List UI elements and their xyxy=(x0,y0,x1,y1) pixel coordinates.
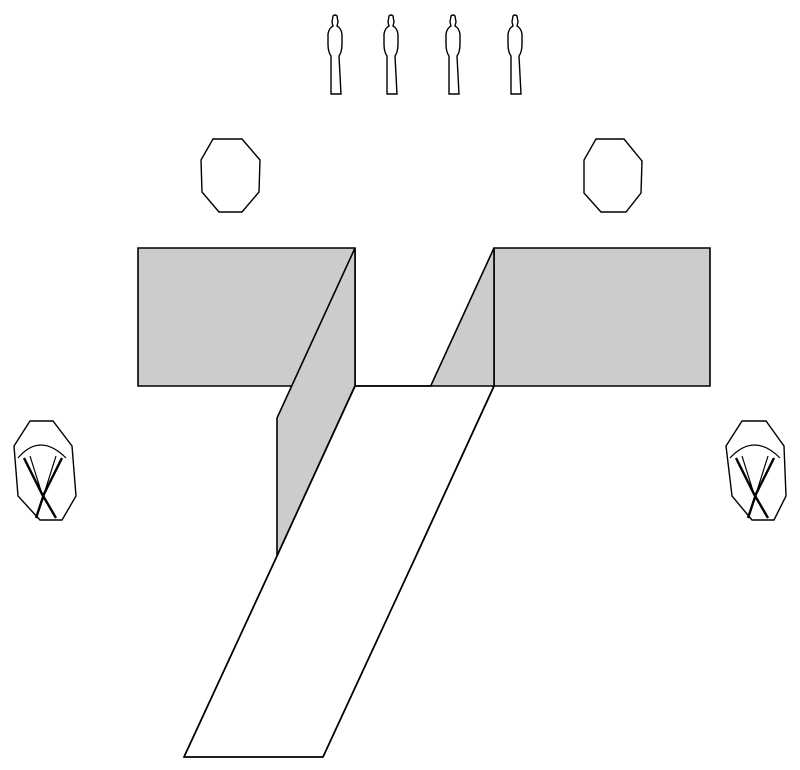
left-wall xyxy=(137,247,356,557)
standing-figure-1 xyxy=(327,14,343,95)
side-reflector-right xyxy=(725,420,787,521)
side-reflector-left xyxy=(13,420,77,521)
right-front-panel xyxy=(493,247,711,387)
reflector-left-cross-c xyxy=(29,455,57,495)
reflector-left-inner-arc xyxy=(17,444,67,459)
floor-strip-fill xyxy=(186,387,492,756)
reflector-left-outer xyxy=(13,420,77,521)
reflector-right-inner-arc xyxy=(729,444,781,459)
floor xyxy=(182,385,496,758)
reflector-right-cross-c xyxy=(741,455,769,495)
standing-figure-2 xyxy=(383,14,399,95)
standing-figure-3 xyxy=(445,14,461,95)
overhead-light-right xyxy=(583,138,643,213)
floor-right-edge xyxy=(322,385,495,758)
reflector-right-outer xyxy=(725,420,787,521)
standing-figure-4 xyxy=(507,14,523,95)
floor-left-edge xyxy=(183,385,356,758)
overhead-light-left xyxy=(200,138,261,213)
standing-figures xyxy=(327,14,523,95)
